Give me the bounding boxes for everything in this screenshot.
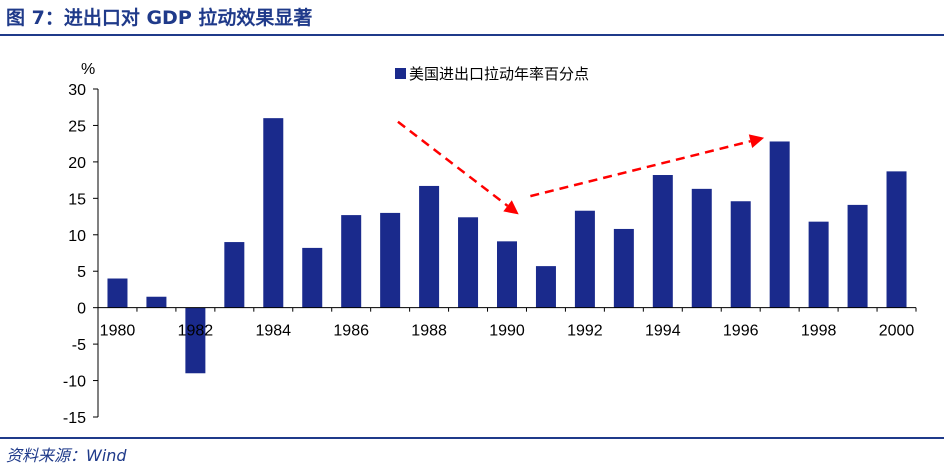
x-tick-label: 1994: [645, 323, 681, 340]
legend-swatch: [395, 68, 406, 79]
x-tick-label: 1998: [801, 323, 837, 340]
bar-1998: [808, 221, 829, 308]
x-tick-label: 1986: [333, 323, 369, 340]
bar-1984: [263, 118, 284, 308]
x-tick-labels: 1980 1982 1984 1986 1988 1990 1992 1994 1996 1998…: [100, 323, 915, 340]
trend-arrow-line-2: [530, 140, 751, 198]
x-tick-label: 1992: [567, 323, 603, 340]
trend-arrow-head-2: [748, 134, 765, 148]
y-tick-label: 0: [77, 301, 86, 318]
x-tick-label: 1982: [178, 323, 214, 340]
bar-1989: [458, 217, 479, 308]
bar-1980: [107, 278, 128, 308]
bar-1981: [146, 296, 167, 308]
bar-1994: [652, 175, 673, 308]
bar-1996: [730, 201, 751, 308]
x-tick-label: 2000: [879, 323, 915, 340]
bar-1995: [691, 188, 712, 308]
bar-1986: [341, 215, 362, 308]
bar-1992: [574, 210, 595, 308]
y-tick-label: 30: [68, 82, 86, 99]
source-rule: [0, 437, 944, 439]
y-tick-label: -10: [63, 374, 86, 391]
figure-title: 图 7：进出口对 GDP 拉动效果显著: [6, 7, 313, 29]
bar-1990: [497, 241, 517, 308]
x-tick-label: 1980: [100, 323, 136, 340]
y-tick-label: -15: [63, 410, 86, 427]
axes-group: [93, 88, 917, 418]
source-note: 资料来源：Wind: [6, 446, 127, 465]
bar-2000: [886, 171, 907, 308]
y-tick-label: 25: [68, 118, 86, 135]
trend-arrows: [397, 120, 765, 215]
x-tick-label: 1988: [411, 323, 447, 340]
legend: 美国进出口拉动年率百分点: [395, 66, 589, 83]
trend-arrow-line-1: [397, 120, 509, 207]
bar-1999: [847, 204, 868, 308]
y-tick-label: 20: [68, 155, 86, 172]
title-rule: [0, 34, 944, 36]
bar-1993: [613, 228, 634, 308]
bars-group: [107, 118, 907, 374]
bar-1987: [380, 212, 401, 308]
bar-1997: [769, 141, 790, 308]
legend-label: 美国进出口拉动年率百分点: [409, 66, 589, 83]
trend-arrow-head-1: [503, 200, 519, 215]
bar-1985: [302, 247, 323, 308]
bar-1991: [535, 266, 556, 308]
x-tick-label: 1996: [723, 323, 759, 340]
x-tick-label: 1990: [489, 323, 525, 340]
y-tick-label: 10: [68, 228, 86, 245]
bar-1983: [224, 242, 245, 308]
bar-1982: [185, 307, 206, 374]
y-tick-label: 5: [77, 264, 86, 281]
x-tick-label: 1984: [255, 323, 291, 340]
y-axis-unit: %: [81, 61, 95, 78]
y-tick-label: -5: [72, 337, 86, 354]
y-tick-labels: 30 25 20 15 10 5 0 -5 -10 -15: [63, 82, 86, 427]
bar-1988: [419, 185, 440, 308]
y-tick-label: 15: [68, 191, 86, 208]
